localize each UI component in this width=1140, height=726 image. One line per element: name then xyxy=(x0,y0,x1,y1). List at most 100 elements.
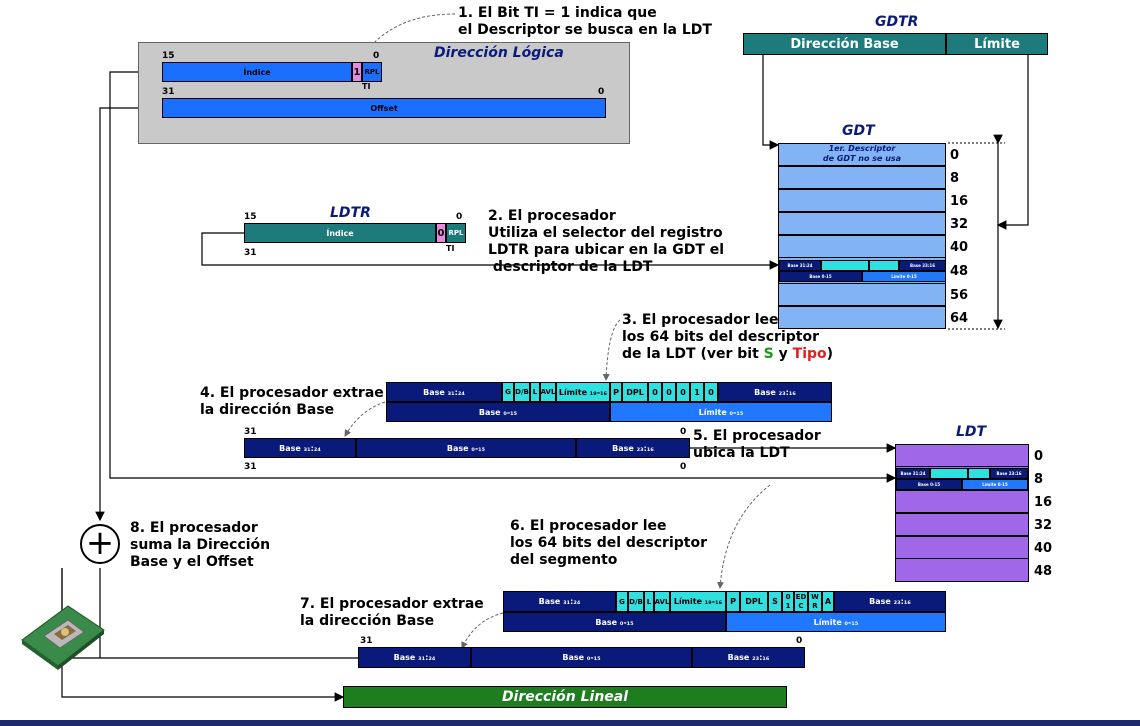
d1-dpl-label: DPL xyxy=(626,387,644,397)
ldt-offset-32: 32 xyxy=(1034,518,1053,533)
ldt-mini-base-hi-label: Base 31:24 xyxy=(900,471,926,476)
d2-db: D/B xyxy=(628,591,644,612)
gdt-offset-40: 40 xyxy=(950,240,969,255)
d1-type-3: 1 xyxy=(690,382,704,402)
d2-avl: AVL xyxy=(654,591,670,612)
d2-base-lo: Base ₀-₁₅ xyxy=(503,612,726,632)
gdtr-limite-field: Límite xyxy=(946,33,1048,55)
d1-lim-hi-label: Límite ₁₉-₁₆ xyxy=(558,387,608,397)
gdt-offset-32: 32 xyxy=(950,217,969,232)
base1-hi: Base ₃₁:₂₄ xyxy=(244,438,356,458)
d1-avl: AVL xyxy=(540,382,556,402)
d2-r-label: R xyxy=(812,601,818,610)
logical-ti-bit: 1 xyxy=(352,62,362,82)
ldt-mini-base-lo-label: Base 0-15 xyxy=(917,482,941,487)
d1-db-label: D/B xyxy=(515,388,529,396)
ldt-offset-48: 48 xyxy=(1034,564,1053,579)
gdt-offset-64: 64 xyxy=(950,311,969,326)
ldt-mini-base-mid: Base 23:16 xyxy=(990,468,1028,479)
d2-lim-hi-label: Límite ₁₉-₁₆ xyxy=(673,597,723,606)
ldt-mini-base-mid-label: Base 23:16 xyxy=(996,471,1022,476)
base2-bit-0: 0 xyxy=(796,636,803,646)
d1-type-1: 0 xyxy=(662,382,676,402)
base1-mid-label: Base ₂₃:₁₆ xyxy=(612,443,654,453)
ldtr-ti-value: 0 xyxy=(437,227,445,239)
d1-base-hi: Base ₃₁:₂₄ xyxy=(386,382,502,402)
base1-bit-31: 31 xyxy=(244,427,257,437)
ldt-entry-40 xyxy=(895,536,1029,559)
d1-type-2-label: 0 xyxy=(680,387,686,397)
base1-lo-label: Base ₀-₁₅ xyxy=(446,443,486,453)
d1-type-4: 0 xyxy=(704,382,718,402)
d1-g: G xyxy=(502,382,514,402)
step-4-text: 4. El procesador extrae la dirección Bas… xyxy=(200,385,384,418)
d2-lim-lo-label: Límite ₀-₁₅ xyxy=(813,617,859,627)
logical-bit-15: 15 xyxy=(162,51,175,61)
offset-label: Offset xyxy=(370,103,398,113)
d1-type-3-label: 1 xyxy=(694,387,700,397)
d1-lim-hi: Límite ₁₉-₁₆ xyxy=(556,382,610,402)
d1-type-2: 0 xyxy=(676,382,690,402)
ldtr-bit-0: 0 xyxy=(456,212,463,222)
d1-base-mid: Base ₂₃:₁₆ xyxy=(718,382,832,402)
d2-b0-label: 0 xyxy=(785,592,791,601)
adder-circle: + xyxy=(80,524,120,564)
gdt-offset-16: 16 xyxy=(950,194,969,209)
d2-ed-c: ED C xyxy=(794,591,808,612)
base1-bit-0: 0 xyxy=(680,427,687,437)
gdt-first-note: 1er. Descriptor de GDT no se usa xyxy=(822,144,902,163)
ldt-entry-0 xyxy=(895,444,1029,467)
gdt-entry-32 xyxy=(778,212,946,235)
ldtr-rpl-label: RPL xyxy=(448,229,464,237)
d1-lim-lo-label: Límite ₀-₁₅ xyxy=(698,407,744,417)
base1-hi-label: Base ₃₁:₂₄ xyxy=(279,443,321,453)
ldt-mini-limite: Límite 0-15 xyxy=(962,479,1028,490)
d1-type-4-label: 0 xyxy=(708,387,714,397)
gdt-mini-flags xyxy=(821,260,869,271)
d2-s: S xyxy=(768,591,782,612)
d2-dpl: DPL xyxy=(740,591,768,612)
d1-type-1-label: 0 xyxy=(666,387,672,397)
step-2-text: 2. El procesador Utiliza el selector del… xyxy=(488,208,725,275)
d1-base-lo-label: Base ₀-₁₅ xyxy=(478,407,518,417)
d1-p-label: P xyxy=(613,387,619,397)
gdt-entry-64 xyxy=(778,306,946,329)
d1-dpl: DPL xyxy=(622,382,648,402)
ldtr-rpl-field: RPL xyxy=(446,223,466,243)
base1-bit-31b: 31 xyxy=(244,462,257,472)
d1-db: D/B xyxy=(514,382,530,402)
d2-base-mid: Base ₂₃:₁₆ xyxy=(834,591,946,612)
d1-l: L xyxy=(530,382,540,402)
logical-ti-label: TI xyxy=(362,82,371,91)
step-3-s: S xyxy=(763,346,774,362)
d1-g-label: G xyxy=(505,388,511,396)
indice-label: Índice xyxy=(243,67,271,77)
base1-mid: Base ₂₃:₁₆ xyxy=(576,438,690,458)
d2-p-label: P xyxy=(730,597,736,606)
ldt-mini-base-lo: Base 0-15 xyxy=(896,479,962,490)
adder-plus-icon: + xyxy=(85,522,115,563)
d1-base-hi-label: Base ₃₁:₂₄ xyxy=(423,387,465,397)
step-1-text: 1. El Bit TI = 1 indica que el Descripto… xyxy=(458,5,712,38)
gdt-entry-16 xyxy=(778,189,946,212)
gdt-entry-0 xyxy=(778,143,946,166)
gdt-offset-48: 48 xyxy=(950,264,969,279)
step-3-end: ) xyxy=(826,346,834,362)
step-3-main: 3. El procesador lee los 64 bits del des… xyxy=(622,312,819,362)
ldtr-ti-label: TI xyxy=(446,244,455,253)
d2-c-label: C xyxy=(798,601,804,610)
gdt-mini-base-mid-label: Base 23:16 xyxy=(910,263,935,268)
d2-g-label: G xyxy=(619,597,625,606)
step-6-text: 6. El procesador lee los 64 bits del des… xyxy=(510,518,707,568)
ldt-mini-flags xyxy=(930,468,968,479)
d1-type-0: 0 xyxy=(648,382,662,402)
ldtr-indice-label: Índice xyxy=(326,228,354,238)
ldtr-bit-15: 15 xyxy=(244,212,257,222)
d2-a: A xyxy=(822,591,834,612)
d2-g: G xyxy=(616,591,628,612)
gdt-mini-limite: Límite 0-15 xyxy=(862,271,946,282)
ldt-entry-16 xyxy=(895,490,1029,513)
ldt-mini-base-hi: Base 31:24 xyxy=(896,468,930,479)
cpu-chip-icon xyxy=(21,605,105,670)
d1-avl-label: AVL xyxy=(540,388,556,396)
